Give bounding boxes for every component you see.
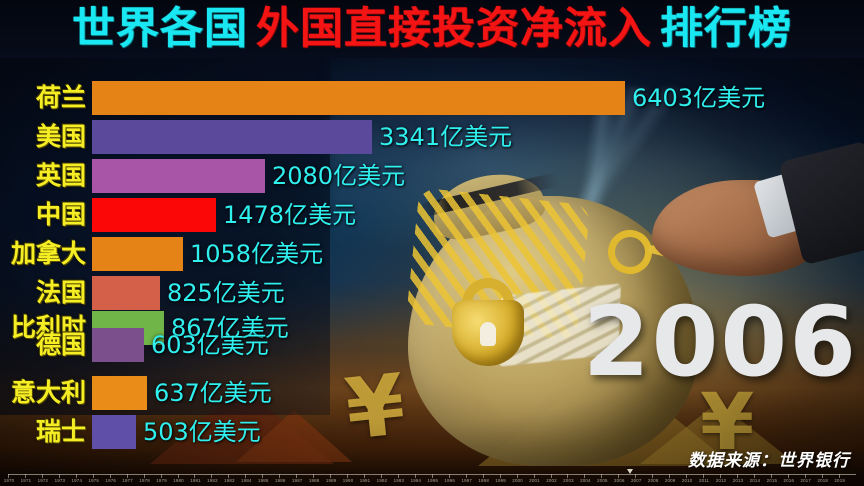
bar-row-country-label: 德国: [35, 330, 86, 359]
bar-row-country-label: 荷兰: [35, 83, 86, 112]
bar-row: 美国 3341亿美元: [0, 120, 864, 154]
bar-row-country-label: 美国: [35, 122, 86, 151]
bar-row-bar: [92, 81, 625, 115]
bar-row-bar: [92, 120, 372, 154]
title-part-3: 排行榜: [660, 3, 792, 54]
bar-row-bar: [92, 415, 136, 449]
bar-row-value-label: 825亿美元: [167, 279, 285, 307]
bar-row: 加拿大 1058亿美元: [0, 237, 864, 271]
title-part-2: 外国直接投资净流入: [256, 3, 652, 54]
bar-row-country-label: 加拿大: [10, 239, 86, 268]
timeline-axis[interactable]: 1970 1971 1972 1973 1974 1975 1976 1977 1978 1979…: [4, 469, 856, 486]
timeline-tick-list: 1970 1971 1972 1973 1974 1975 1976 1977 1978 1979…: [4, 474, 856, 486]
bar-row-value-label: 503亿美元: [143, 418, 261, 446]
bar-row-bar: [92, 159, 265, 193]
bar-row-value-label: 3341亿美元: [379, 123, 513, 151]
data-source-note: 数据来源：世界银行: [688, 451, 850, 471]
bar-row: 英国 2080亿美元: [0, 159, 864, 193]
bar-row-country-label: 法国: [35, 278, 86, 307]
bar-row-value-label: 637亿美元: [154, 379, 272, 407]
timeline-tick: 2019: [834, 474, 856, 486]
bar-row: 荷兰 6403亿美元: [0, 81, 864, 115]
bar-row: 瑞士 503亿美元: [0, 415, 864, 449]
bar-row-value-label: 2080亿美元: [272, 162, 406, 190]
bar-row-bar: [92, 376, 147, 410]
bar-row-value-label: 6403亿美元: [632, 84, 766, 112]
title-banner: 世界各国 外国直接投资净流入 排行榜: [0, 0, 864, 58]
bar-row-country-label: 瑞士: [35, 417, 86, 446]
bar-row-bar: [92, 328, 144, 362]
title-part-1: 世界各国: [72, 3, 248, 54]
bar-row-country-label: 中国: [35, 200, 86, 229]
bar-row-value-label: 1478亿美元: [223, 201, 357, 229]
year-counter: 2006: [582, 286, 858, 398]
bar-row-bar: [92, 276, 160, 310]
bar-row-value-label: 603亿美元: [151, 331, 269, 359]
bar-row-bar: [92, 198, 216, 232]
bar-chart-race: 荷兰 6403亿美元美国 3341亿美元英国 2080亿美元中国 1478亿美元加拿大 1…: [0, 58, 864, 458]
bar-row-country-label: 意大利: [10, 378, 86, 407]
timeline-current-marker: [627, 469, 634, 474]
bar-row-country-label: 英国: [35, 161, 86, 190]
bar-row-value-label: 1058亿美元: [190, 240, 324, 268]
bar-row: 中国 1478亿美元: [0, 198, 864, 232]
bar-row-bar: [92, 237, 183, 271]
